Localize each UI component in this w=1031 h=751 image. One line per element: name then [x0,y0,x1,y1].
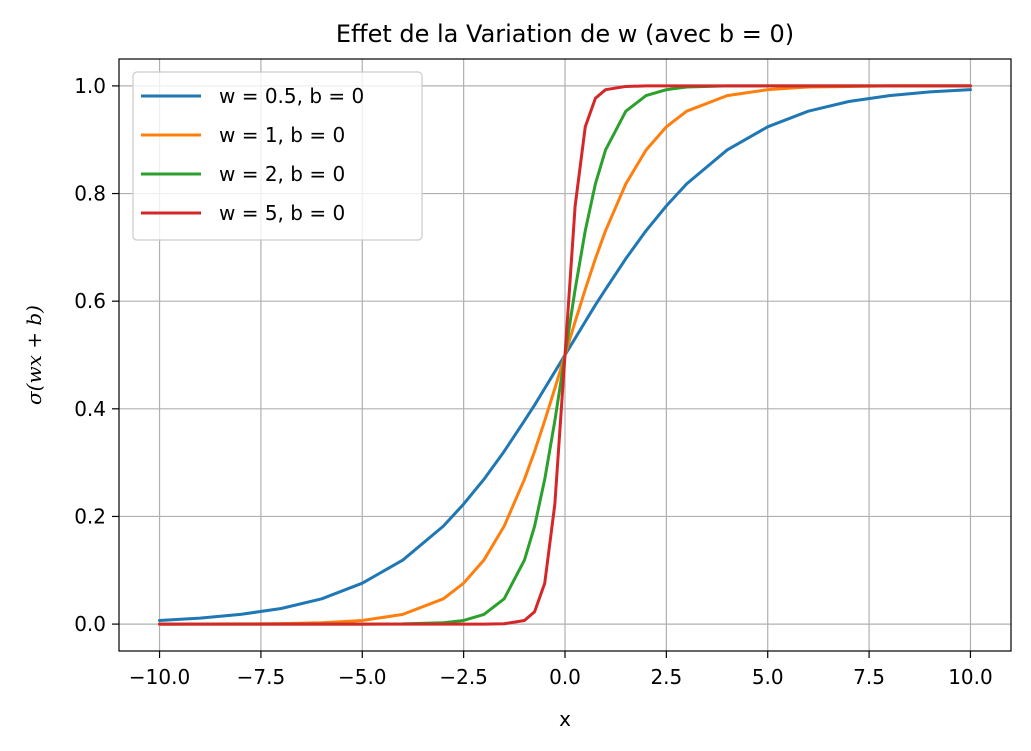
y-axis-label: σ(wx + b) [22,305,46,405]
chart-title: Effet de la Variation de w (avec b = 0) [336,20,794,48]
series-line-4 [158,84,972,626]
x-tick-label: 10.0 [948,665,993,689]
y-tick-label: 0.2 [74,504,106,528]
x-tick-label: 7.5 [853,665,885,689]
legend: w = 0.5, b = 0 w = 1, b = 0 w = 2, b = 0 w … [132,71,423,241]
x-tick-label: 5.0 [752,665,784,689]
x-ticks: −10.0 −7.5 −5.0 −2.5 0.0 2.5 5.0 7.5 10.0 [129,651,993,689]
y-tick-label: 0.8 [74,182,106,206]
y-tick-label: 0.4 [74,397,106,421]
x-tick-label: −2.5 [439,665,488,689]
legend-label-2: w = 1, b = 0 [219,123,345,147]
y-tick-label: 1.0 [74,74,106,98]
x-tick-label: −7.5 [237,665,286,689]
x-tick-label: −5.0 [338,665,387,689]
series-layer [158,84,972,626]
legend-label-4: w = 5, b = 0 [219,201,345,225]
legend-label-3: w = 2, b = 0 [219,162,345,186]
y-ticks: 0.0 0.2 0.4 0.6 0.8 1.0 [74,74,119,636]
y-tick-label: 0.6 [74,289,106,313]
x-tick-label: 2.5 [650,665,682,689]
y-tick-label: 0.0 [74,612,106,636]
legend-label-1: w = 0.5, b = 0 [219,84,364,108]
x-axis-label: x [559,707,571,731]
legend-box [132,71,423,241]
x-tick-label: 0.0 [549,665,581,689]
x-tick-label: −10.0 [129,665,190,689]
